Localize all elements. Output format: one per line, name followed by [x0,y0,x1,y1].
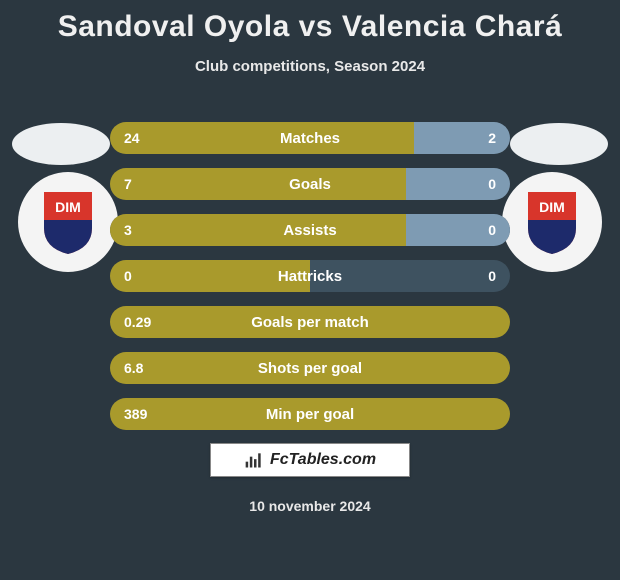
stat-row: 0.29Goals per match [110,306,510,338]
subtitle: Club competitions, Season 2024 [0,58,620,75]
player-left-placeholder [12,123,110,165]
stat-row: 0Hattricks0 [110,260,510,292]
barchart-icon [244,450,264,470]
page-title: Sandoval Oyola vs Valencia Chará [0,0,620,44]
badge-letters: DIM [539,199,565,215]
stat-label: Matches [184,130,436,147]
stat-value-left: 0.29 [124,314,184,330]
shield-icon: DIM [40,190,96,256]
shield-icon: DIM [524,190,580,256]
stat-value-left: 3 [124,222,184,238]
stat-value-right: 2 [436,130,496,146]
stat-row: 389Min per goal [110,398,510,430]
stat-row: 3Assists0 [110,214,510,246]
player-right-placeholder [510,123,608,165]
stat-label: Shots per goal [184,360,436,377]
stat-value-right: 0 [436,176,496,192]
stat-row: 6.8Shots per goal [110,352,510,384]
club-badge-right: DIM [502,172,602,272]
stat-row: 7Goals0 [110,168,510,200]
stat-value-left: 24 [124,130,184,146]
stat-value-right: 0 [436,268,496,284]
stat-row: 24Matches2 [110,122,510,154]
stat-value-left: 6.8 [124,360,184,376]
source-badge[interactable]: FcTables.com [210,443,410,477]
stat-value-right: 0 [436,222,496,238]
stat-label: Hattricks [184,268,436,285]
stats-table: 24Matches27Goals03Assists00Hattricks00.2… [110,122,510,444]
stat-label: Assists [184,222,436,239]
badge-letters: DIM [55,199,81,215]
stat-value-left: 7 [124,176,184,192]
stat-label: Goals [184,176,436,193]
club-badge-left: DIM [18,172,118,272]
source-text: FcTables.com [270,451,376,469]
stat-label: Goals per match [184,314,436,331]
stat-label: Min per goal [184,406,436,423]
stat-value-left: 389 [124,406,184,422]
stat-value-left: 0 [124,268,184,284]
date-text: 10 november 2024 [0,498,620,514]
